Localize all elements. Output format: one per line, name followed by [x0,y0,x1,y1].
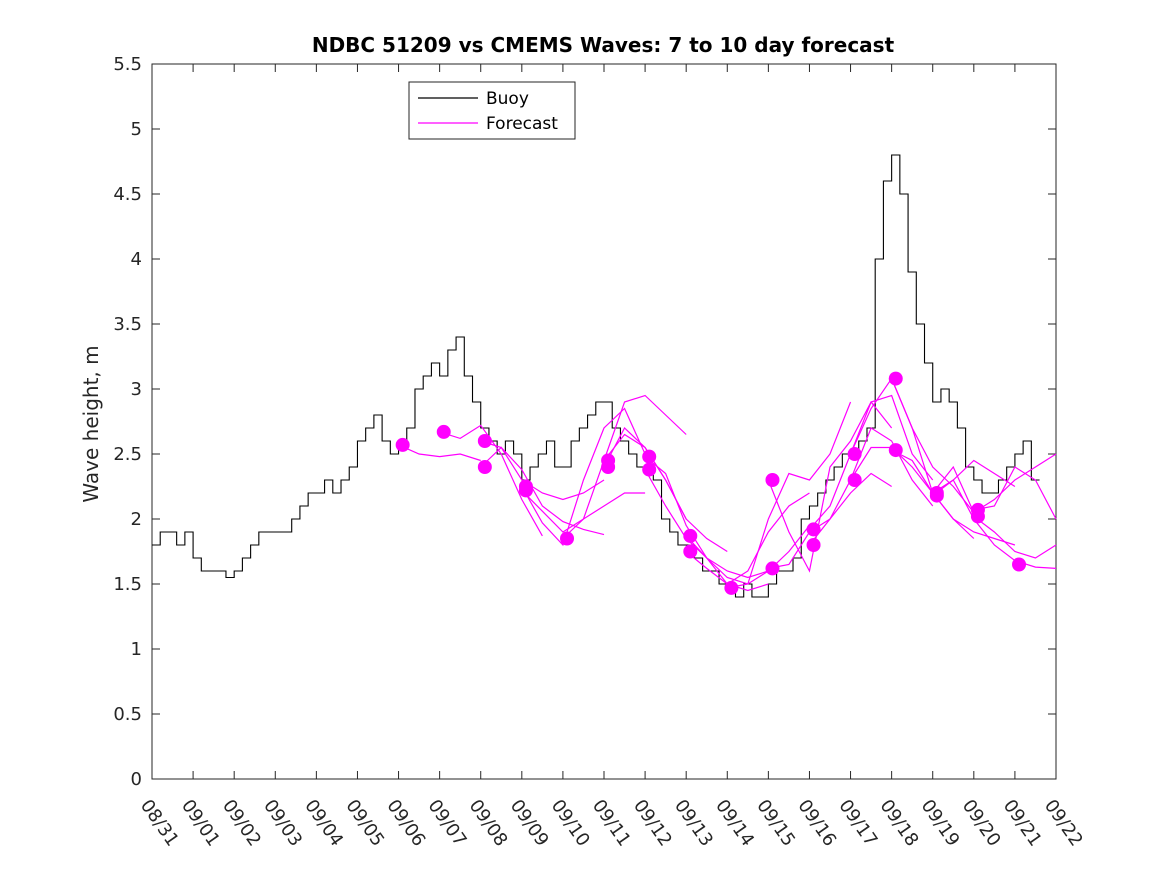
legend-forecast-label: Forecast [486,114,558,134]
forecast-marker [395,437,410,452]
y-tick-label: 5 [131,119,142,140]
y-axis-label: Wave height, m [79,345,103,502]
forecast-series-line [727,401,852,589]
y-tick-label: 0.5 [113,704,142,725]
forecast-marker [560,531,575,546]
forecast-marker [765,473,780,487]
forecast-series-line [932,453,1057,514]
forecast-series-line [809,394,934,530]
forecast-series-line [603,394,687,461]
forecast-marker [806,522,821,537]
y-tick-label: 3 [131,379,142,400]
y-tick-label: 5.5 [113,54,142,75]
y-tick-label: 2.5 [113,444,142,465]
forecast-series-line [932,479,1057,569]
forecast-marker [642,462,657,477]
y-tick-label: 4 [131,249,142,270]
y-tick-label: 4.5 [113,184,142,205]
forecast-marker [970,509,985,524]
forecast-marker [888,443,903,458]
forecast-marker [477,460,492,474]
forecast-marker [436,424,451,439]
buoy-series-line [152,154,1040,598]
forecast-marker [929,488,944,503]
y-tick-label: 0 [131,769,142,790]
forecast-series-line [603,427,728,553]
forecast-marker [765,561,780,576]
forecast-series-line [891,449,1016,546]
legend-buoy-label: Buoy [486,89,529,109]
y-tick-label: 2 [131,509,142,530]
forecast-marker [601,460,616,474]
legend-box [408,81,576,140]
forecast-marker [683,528,698,543]
y-tick-label: 3.5 [113,314,142,335]
legend: Buoy Forecast [408,81,576,140]
forecast-series-line [521,407,646,547]
forecast-marker [642,449,657,464]
forecast-marker [683,544,698,559]
forecast-marker [847,473,862,487]
forecast-series-line [973,466,1057,520]
y-tick-label: 1.5 [113,574,142,595]
chart-title: NDBC 51209 vs CMEMS Waves: 7 to 10 day f… [312,33,895,57]
forecast-marker [847,447,862,461]
forecast-marker [477,434,492,448]
forecast-series-line [808,427,934,546]
forecast-series-line [480,446,605,501]
forecast-marker [1012,557,1027,572]
forecast-series-line [685,492,810,585]
forecast-marker [518,479,533,494]
forecast-series-line [973,515,1057,559]
forecast-marker [888,371,903,386]
forecast-marker [724,580,739,595]
forecast-marker [806,538,821,552]
y-tick-label: 1 [131,639,142,660]
forecast-series-line [398,444,481,462]
